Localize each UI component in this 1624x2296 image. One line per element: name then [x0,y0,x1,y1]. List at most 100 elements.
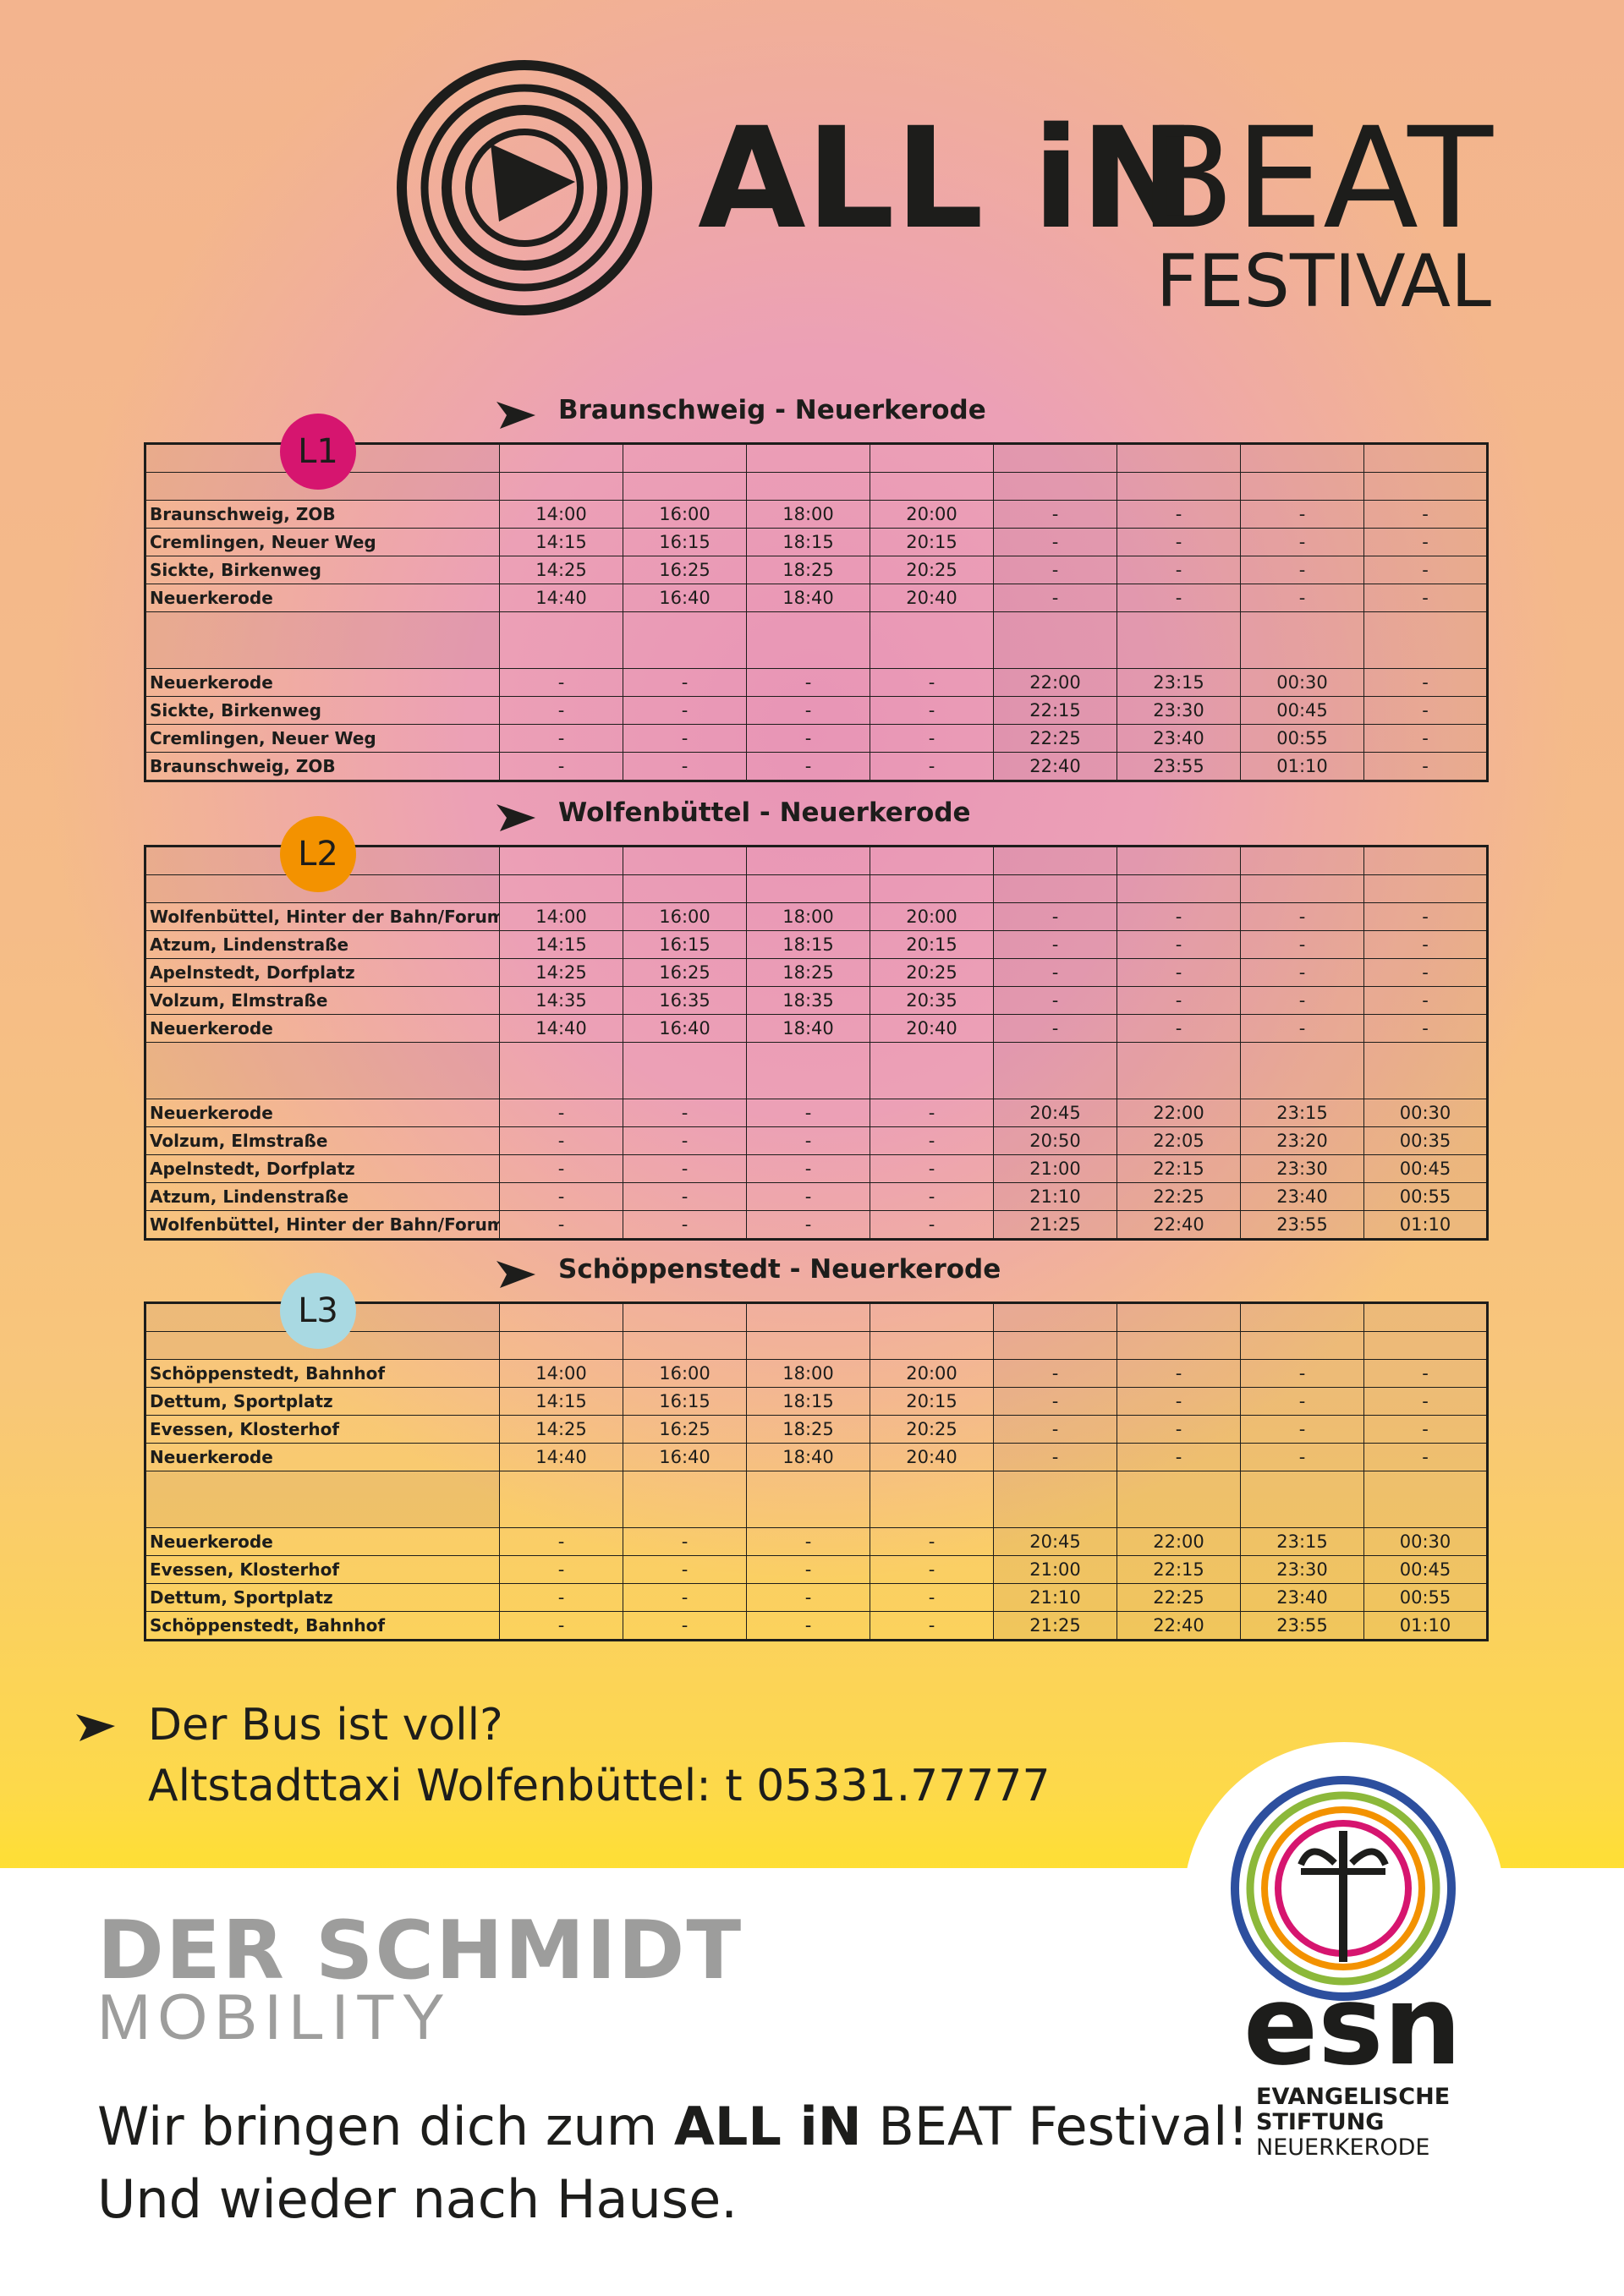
line-badge: L3 [280,1273,356,1349]
cell [1116,443,1241,473]
spacer-row [145,611,1488,669]
departure-time: - [499,1611,623,1641]
departure-time: - [746,1555,870,1584]
departure-time: 21:25 [993,1611,1117,1641]
cell [746,1471,870,1528]
departure-time: - [993,1387,1117,1416]
departure-time: 22:40 [1116,1611,1241,1641]
departure-time: - [623,752,747,781]
departure-time: 18:00 [746,902,870,931]
departure-time: 20:00 [870,1359,994,1388]
stop-name: Braunschweig, ZOB [145,500,500,529]
departure-time: 18:35 [746,986,870,1015]
cell [870,472,994,501]
cell [499,1331,623,1360]
stop-row: Neuerkerode 14:40 16:40 18:40 20:40- - - - [145,1014,1488,1043]
cell [499,1302,623,1332]
departure-time: - [746,1126,870,1155]
stop-row: Schöppenstedt, Bahnhof - - - -21:25 22:40 23:5… [145,1611,1488,1641]
departure-time: - [1240,986,1364,1015]
stop-name: Cremlingen, Neuer Weg [145,724,500,753]
cell [1116,611,1241,669]
departure-time: 14:00 [499,500,623,529]
departure-time: 20:40 [870,1014,994,1043]
departure-time: - [1363,724,1488,753]
departure-time: - [499,724,623,753]
departure-time: - [623,1099,747,1127]
stop-name: Schöppenstedt, Bahnhof [145,1611,500,1641]
departure-time: - [499,1527,623,1556]
cell [1240,1331,1364,1360]
departure-time: - [1240,1359,1364,1388]
stop-row: Wolfenbüttel, Hinter der Bahn/Forum 14:00… [145,902,1488,931]
cell [1116,874,1241,903]
departure-time: - [870,724,994,753]
cell [623,1331,747,1360]
departure-time: - [1240,500,1364,529]
departure-time: 00:45 [1363,1555,1488,1584]
tagline: Wir bringen dich zum ALL iN BEAT Festiva… [97,2096,1248,2157]
cell [1240,1042,1364,1099]
departure-time: 20:40 [870,1443,994,1471]
cell [1363,874,1488,903]
cell [870,1042,994,1099]
departure-time: 20:00 [870,500,994,529]
departure-time: 22:15 [993,696,1117,725]
departure-time: 14:15 [499,1387,623,1416]
departure-time: - [499,1182,623,1211]
timetable: Braunschweig, ZOB 14:00 16:00 18:00 20:00- - -… [144,442,1489,782]
departure-time: 18:15 [746,528,870,556]
departure-time: 22:25 [993,724,1117,753]
stop-row: Sickte, Birkenweg 14:25 16:25 18:25 20:25- - -… [145,556,1488,584]
cell [993,472,1117,501]
departure-time: 00:30 [1363,1099,1488,1127]
departure-time: 23:55 [1116,752,1241,781]
notice-line: Altstadttaxi Wolfenbüttel: t 05331.77777 [148,1761,1051,1811]
departure-time: - [870,1611,994,1641]
cell [1116,1471,1241,1528]
departure-time: 20:25 [870,958,994,987]
cell [499,1471,623,1528]
departure-time: 16:25 [623,1415,747,1444]
departure-time: 22:40 [1116,1210,1241,1240]
departure-time: 18:25 [746,958,870,987]
departure-time: - [993,584,1117,612]
cell [145,1471,500,1528]
stop-name: Dettum, Sportplatz [145,1583,500,1612]
cell [746,846,870,875]
spacer-row [145,1042,1488,1099]
cell [145,611,500,669]
cell [1363,611,1488,669]
cell [623,846,747,875]
departure-time: 14:25 [499,1415,623,1444]
departure-time: - [993,1359,1117,1388]
departure-time: - [499,1210,623,1240]
departure-time: 23:40 [1240,1182,1364,1211]
departure-time: 16:35 [623,986,747,1015]
cell [499,443,623,473]
departure-time: 23:30 [1116,696,1241,725]
spacer-row [145,1471,1488,1528]
departure-time: 23:20 [1240,1126,1364,1155]
departure-time: - [499,1126,623,1155]
departure-time: 16:40 [623,584,747,612]
departure-time: - [623,1555,747,1584]
cell [1240,1471,1364,1528]
cell [1240,472,1364,501]
departure-time: - [1240,556,1364,584]
departure-time: 23:15 [1240,1099,1364,1127]
departure-time: - [623,1583,747,1612]
cell [993,874,1117,903]
departure-time: - [870,1527,994,1556]
cell [870,1302,994,1332]
arrow-icon [497,402,535,429]
departure-time: - [746,1154,870,1183]
departure-time: 14:15 [499,528,623,556]
departure-time: 20:35 [870,986,994,1015]
cell [870,846,994,875]
departure-time: 00:55 [1363,1182,1488,1211]
cell [1116,1302,1241,1332]
stop-name: Neuerkerode [145,1014,500,1043]
departure-time: 22:25 [1116,1583,1241,1612]
departure-time: 20:15 [870,1387,994,1416]
